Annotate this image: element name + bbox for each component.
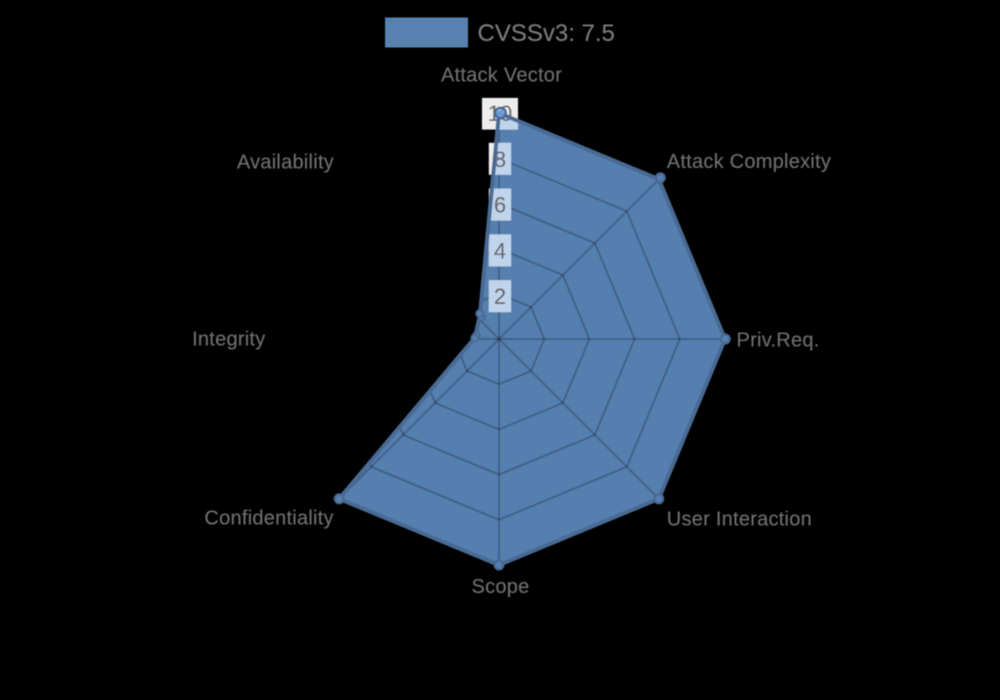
svg-text:4: 4	[494, 238, 506, 263]
svg-text:Integrity: Integrity	[192, 329, 265, 351]
svg-text:Attack Vector: Attack Vector	[441, 65, 562, 87]
svg-text:Scope: Scope	[472, 576, 530, 598]
svg-text:2: 2	[494, 284, 506, 309]
svg-text:Priv.Req.: Priv.Req.	[737, 329, 820, 351]
svg-text:CVSSv3: 7.5: CVSSv3: 7.5	[478, 20, 615, 47]
svg-text:Confidentiality: Confidentiality	[204, 507, 333, 529]
svg-text:User Interaction: User Interaction	[667, 508, 812, 530]
svg-text:Attack Vector: Attack Vector	[441, 65, 562, 87]
svg-text:Availability: Availability	[237, 151, 334, 173]
svg-text:Attack Complexity: Attack Complexity	[667, 151, 831, 173]
svg-text:6: 6	[494, 193, 506, 218]
svg-text:2: 2	[494, 284, 506, 309]
svg-text:4: 4	[494, 238, 506, 263]
svg-text:User Interaction: User Interaction	[667, 508, 812, 530]
svg-text:6: 6	[494, 193, 506, 218]
svg-text:CVSSv3: 7.5: CVSSv3: 7.5	[478, 20, 615, 47]
svg-text:Priv.Req.: Priv.Req.	[737, 329, 820, 351]
svg-text:Integrity: Integrity	[192, 329, 265, 351]
svg-text:Scope: Scope	[472, 576, 530, 598]
svg-text:Availability: Availability	[237, 151, 334, 173]
svg-text:Confidentiality: Confidentiality	[204, 507, 333, 529]
svg-text:Attack Complexity: Attack Complexity	[667, 151, 831, 173]
